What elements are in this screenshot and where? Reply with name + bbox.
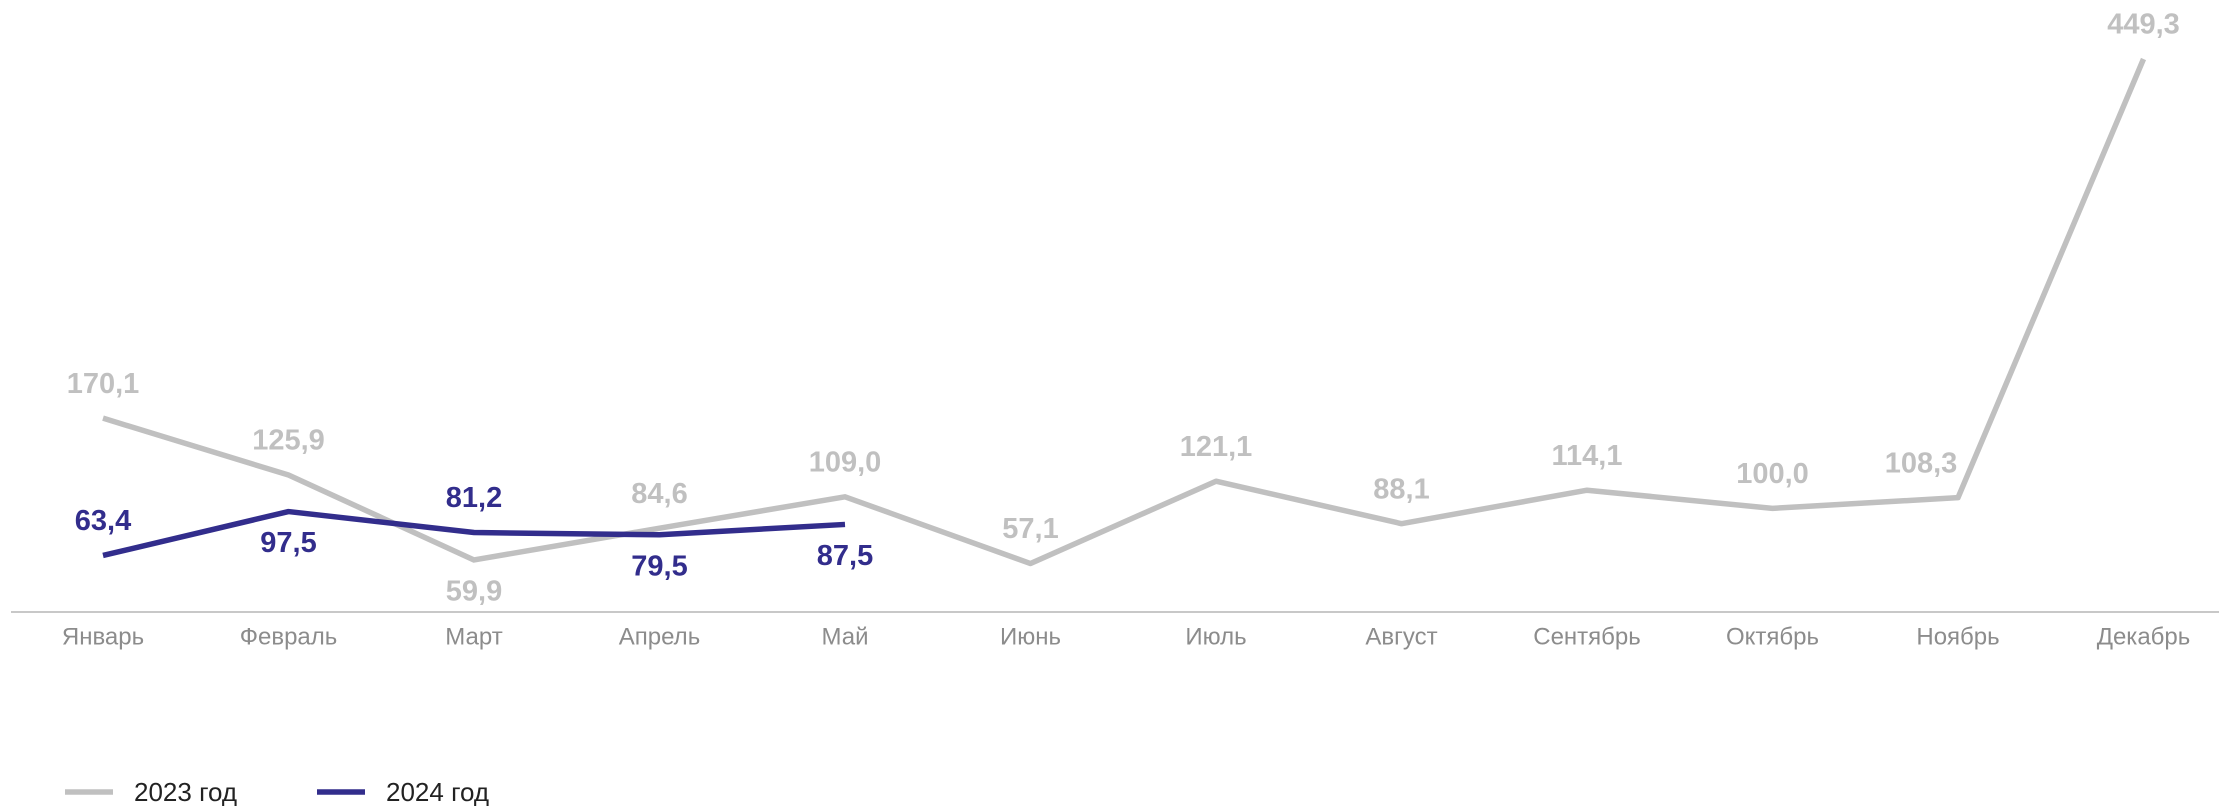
x-tick-label: Март xyxy=(445,623,502,650)
x-tick-label: Февраль xyxy=(240,623,338,650)
x-tick-label: Август xyxy=(1365,623,1437,650)
x-tick-label: Сентябрь xyxy=(1533,623,1641,650)
value-label: 79,5 xyxy=(631,550,687,582)
value-label: 114,1 xyxy=(1552,440,1623,472)
value-label: 81,2 xyxy=(446,482,502,514)
x-tick-label: Апрель xyxy=(619,623,700,650)
value-label: 88,1 xyxy=(1373,473,1429,505)
value-label: 100,0 xyxy=(1736,458,1809,490)
x-tick-label: Декабрь xyxy=(2097,623,2191,650)
value-label: 57,1 xyxy=(1002,513,1058,545)
x-tick-label: Октябрь xyxy=(1726,623,1819,650)
value-label: 108,3 xyxy=(1885,447,1958,479)
legend-label: 2024 год xyxy=(386,777,489,806)
value-label: 109,0 xyxy=(809,446,882,478)
value-label: 170,1 xyxy=(67,368,140,400)
value-label: 84,6 xyxy=(631,478,687,510)
value-label: 59,9 xyxy=(446,576,502,608)
series-line xyxy=(102,57,2147,567)
value-label: 97,5 xyxy=(260,527,316,559)
series-line xyxy=(102,508,846,559)
value-label: 63,4 xyxy=(75,505,131,537)
x-tick-label: Январь xyxy=(62,623,144,650)
x-tick-label: Июль xyxy=(1185,623,1246,650)
value-label: 125,9 xyxy=(252,425,325,457)
x-tick-label: Май xyxy=(821,623,868,650)
value-label: 449,3 xyxy=(2107,9,2180,41)
value-label: 121,1 xyxy=(1180,431,1253,463)
x-tick-label: Июнь xyxy=(1000,623,1061,650)
x-tick-label: Ноябрь xyxy=(1916,623,1999,650)
legend-label: 2023 год xyxy=(134,777,237,806)
value-label: 87,5 xyxy=(817,540,873,572)
